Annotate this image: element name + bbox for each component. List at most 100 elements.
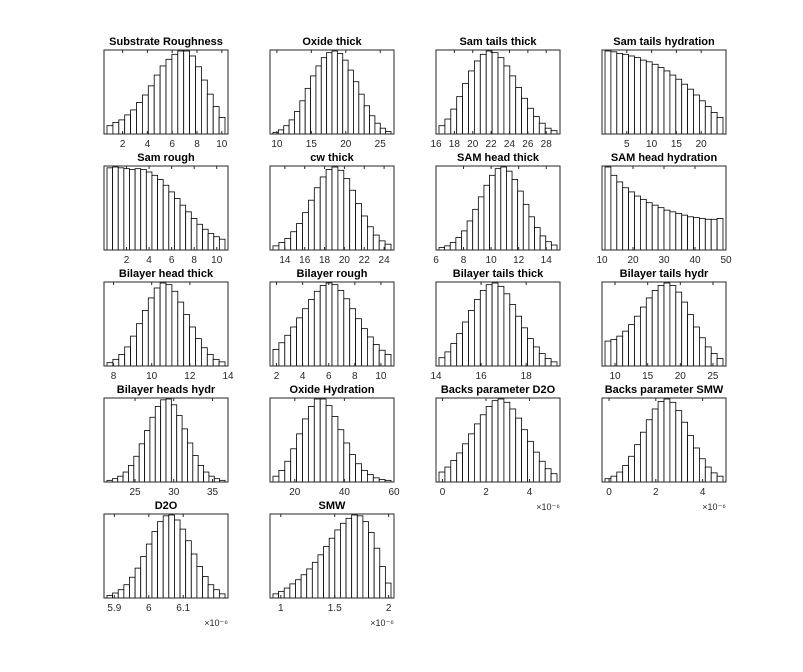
histogram-bar <box>533 346 540 367</box>
histogram-bar <box>197 464 204 483</box>
histogram-bar <box>438 357 446 367</box>
histogram-bar <box>218 361 226 367</box>
histogram-bar <box>206 353 214 367</box>
histogram-bar <box>349 189 357 251</box>
axes-box <box>435 397 561 483</box>
histogram-bar <box>479 53 487 135</box>
axes-box <box>269 165 395 251</box>
histogram-bar <box>162 184 170 251</box>
histogram-bar <box>179 528 187 599</box>
panel-title: SAM head thick <box>457 152 540 164</box>
histogram-bar <box>112 592 119 599</box>
histogram-bar <box>379 127 387 135</box>
x-tick-label: 20 <box>339 255 351 266</box>
axes-box <box>103 397 229 483</box>
histogram-bar <box>118 119 126 135</box>
histogram-bar <box>515 87 523 135</box>
histogram-bar <box>117 475 124 483</box>
histogram-bar <box>319 176 327 251</box>
histogram-bar <box>483 184 490 251</box>
axes-box <box>601 397 727 483</box>
x-tick-label: 25 <box>707 371 719 382</box>
histogram-bar <box>663 209 671 251</box>
x-tick-label: 8 <box>461 255 467 266</box>
histogram-bar <box>176 415 183 483</box>
panel-title: Bilayer tails thick <box>453 268 544 280</box>
histogram-bar <box>183 314 190 367</box>
x-tick-label: 14 <box>541 255 553 266</box>
histogram-bar <box>299 100 306 135</box>
panel-title: Bilayer heads hydr <box>117 384 216 396</box>
histogram-bar <box>277 129 285 135</box>
histogram-bar <box>534 227 541 251</box>
x-tick-label: 40 <box>339 487 351 498</box>
histogram-bar <box>189 55 196 135</box>
x-tick-label: 0 <box>606 487 612 498</box>
histogram-bar <box>372 477 380 483</box>
histogram-bar <box>462 443 469 483</box>
x-tick-label: 30 <box>658 255 670 266</box>
x-tick-label: 10 <box>646 139 658 150</box>
histogram-bar <box>206 93 214 135</box>
histogram-bar <box>634 315 641 367</box>
histogram-bar <box>544 468 552 483</box>
x-tick-label: 20 <box>627 255 639 266</box>
histogram-bar <box>378 349 386 367</box>
histogram-bar <box>368 532 375 599</box>
histogram-bar <box>159 282 167 367</box>
histogram-bar <box>527 440 534 483</box>
histogram-bar <box>663 282 671 367</box>
x-tick-label: 14 <box>279 255 291 266</box>
histogram-bar <box>138 443 145 483</box>
histogram-bar <box>366 474 374 483</box>
histogram-bar <box>144 430 151 483</box>
histogram-panel: cw thick 14 16 18 20 22 24 <box>269 152 395 266</box>
histogram-bar <box>509 75 517 135</box>
histogram-bar <box>153 74 161 135</box>
x-tick-label: 14 <box>430 371 442 382</box>
x-tick-label: 1.5 <box>328 603 342 614</box>
histogram-bar <box>283 125 290 135</box>
histogram-bar <box>466 220 474 251</box>
histogram-bar <box>208 475 215 483</box>
histogram-bar <box>147 85 155 135</box>
histogram-bar <box>622 330 630 367</box>
histogram-bar <box>628 55 635 135</box>
histogram-bar <box>278 342 286 367</box>
histogram-bar <box>651 408 659 483</box>
histogram-bar <box>693 94 700 135</box>
histogram-bar <box>278 242 286 251</box>
axes-box <box>103 49 229 135</box>
histogram-bar <box>628 191 635 251</box>
histogram-bar <box>622 464 630 483</box>
histogram-bar <box>522 203 530 251</box>
histogram-panel: Substrate Roughness 2 4 6 8 10 <box>103 36 229 150</box>
histogram-bar <box>491 400 499 483</box>
histogram-bar <box>669 211 677 251</box>
x-tick-label: 12 <box>184 371 196 382</box>
histogram-bar <box>336 53 344 135</box>
histogram-bar <box>331 416 339 483</box>
histogram-bar <box>196 223 203 251</box>
axes-box <box>269 397 395 483</box>
histogram-bar <box>521 97 528 135</box>
x-tick-label: 26 <box>522 139 534 150</box>
histogram-bar <box>489 174 496 251</box>
histogram-bar <box>533 451 540 483</box>
histogram-bar <box>134 567 142 599</box>
histogram-bar <box>278 469 286 483</box>
x-tick-label: 5.9 <box>107 603 121 614</box>
panel-title: Sam tails thick <box>459 36 537 48</box>
histogram-bar <box>693 217 700 251</box>
histogram-panel: Sam rough 2 4 6 8 10 <box>103 152 229 266</box>
histogram-bar <box>384 243 392 251</box>
histogram-bar <box>356 515 364 599</box>
histogram-bar <box>130 335 137 367</box>
histogram-bar <box>640 431 647 483</box>
histogram-bar <box>295 579 302 599</box>
axis-exponent-label: ×10⁻⁶ <box>702 502 726 512</box>
histogram-bar <box>296 317 303 367</box>
histogram-bar <box>325 169 333 251</box>
histogram-bar <box>681 421 689 483</box>
